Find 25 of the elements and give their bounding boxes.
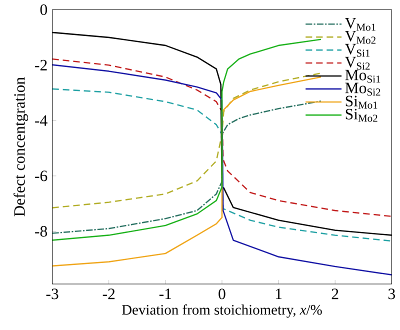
legend-label: V$_{Mo2}$ [345,30,376,44]
legend-label: Si$_{Mo1}$ [346,96,378,109]
x-tick-label: 0 [218,288,226,300]
y-axis-title: Defect concentgration [14,77,28,216]
x-tick-label: -3 [46,288,58,300]
y-tick-label: -4 [35,115,48,126]
legend-label: Mo$_{Si2}$ [345,82,380,96]
x-tick-label: 1 [276,288,282,299]
legend-label: Si$_{Mo2}$ [346,108,378,122]
line-series [52,72,322,208]
legend-label: Mo$_{Si1}$ [345,70,380,82]
x-tick-label: -2 [102,288,115,299]
legend-label: V$_{Si2}$ [345,56,370,70]
legend-label: V$_{Mo1}$ [345,18,376,31]
x-tick-label: -1 [159,288,172,299]
x-tick-label: 2 [332,288,338,299]
line-series [52,58,392,217]
y-tick-label: -6 [35,170,48,182]
legend-label: V$_{Si1}$ [345,44,370,57]
line-series [52,38,322,241]
y-tick-label: -8 [35,226,48,236]
y-tick-label: -2 [35,60,47,70]
x-axis-title: Deviation from stoichiometry, x/% [122,304,322,318]
y-tick-label: 0 [40,4,48,15]
x-tick-label: 3 [388,288,396,300]
